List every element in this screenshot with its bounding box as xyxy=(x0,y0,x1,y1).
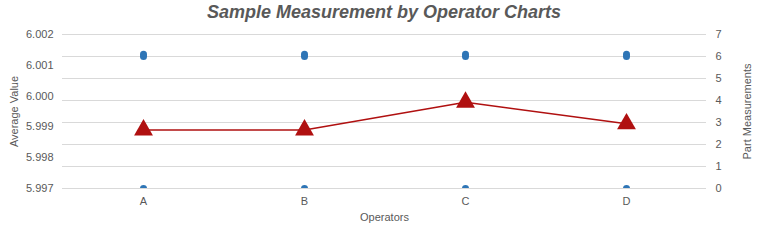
svg-text:6.002: 6.002 xyxy=(26,28,54,40)
html-text:Sample Measurement by Operator: Sample Measurement by Operator Charts xyxy=(206,2,562,22)
svg-text:Part Measurements: Part Measurements xyxy=(741,63,753,159)
svg-text:2: 2 xyxy=(716,138,722,150)
svg-text:Operators: Operators xyxy=(360,211,409,223)
svg-text:3: 3 xyxy=(716,116,722,128)
svg-text:0: 0 xyxy=(716,182,722,194)
svg-text:6.000: 6.000 xyxy=(26,90,54,102)
svg-text:B: B xyxy=(301,195,308,207)
svg-text:5: 5 xyxy=(716,72,722,84)
svg-text:6.001: 6.001 xyxy=(26,59,54,71)
svg-text:6: 6 xyxy=(716,50,722,62)
svg-text:5.997: 5.997 xyxy=(26,182,54,194)
svg-text:1: 1 xyxy=(716,160,722,172)
svg-text:4: 4 xyxy=(716,94,722,106)
svg-text:5.998: 5.998 xyxy=(26,151,54,163)
svg-text:7: 7 xyxy=(716,28,722,40)
svg-text:C: C xyxy=(462,195,470,207)
svg-text:A: A xyxy=(140,195,148,207)
svg-text:Average Value: Average Value xyxy=(8,76,20,147)
svg-text:5.999: 5.999 xyxy=(26,120,54,132)
svg-text:D: D xyxy=(623,195,631,207)
